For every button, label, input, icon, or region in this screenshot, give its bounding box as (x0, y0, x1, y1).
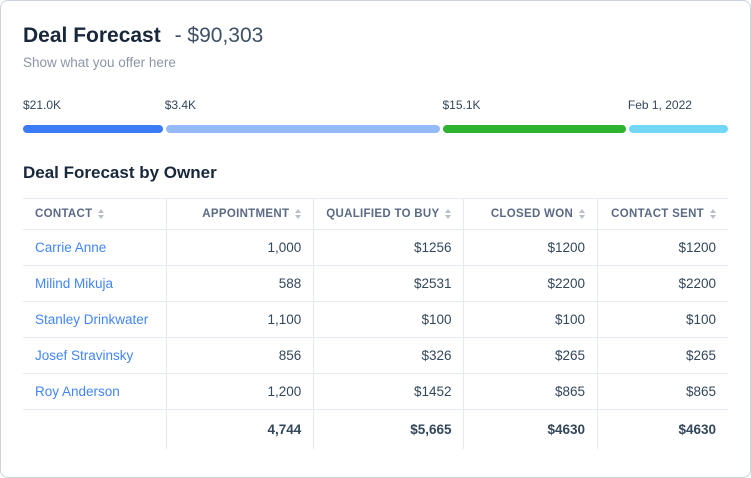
cell-closed-won: $1200 (463, 229, 599, 266)
cell-qualified: $1452 (313, 373, 465, 410)
cell-appointment: 1,000 (166, 229, 315, 266)
column-label: QUALIFIED TO BUY (326, 208, 440, 220)
progress-label-3: $15.1K (442, 98, 481, 112)
cell-qualified: $1256 (313, 229, 465, 266)
column-label: CLOSED WON (490, 208, 574, 220)
total-appointment: 4,744 (166, 409, 315, 449)
cell-contact-sent: $1200 (597, 229, 728, 266)
cell-contact: Milind Mikuja (23, 265, 167, 302)
column-header-closed-won[interactable]: CLOSED WON (463, 198, 599, 230)
column-header-appointment[interactable]: APPOINTMENT (166, 198, 315, 230)
progress-segment-2 (165, 125, 441, 133)
progress-label-4: Feb 1, 2022 (627, 98, 692, 112)
table-row: Milind Mikuja 588 $2531 $2200 $2200 (23, 265, 728, 302)
progress-bar (23, 125, 728, 133)
total-qualified: $5,665 (313, 409, 465, 449)
sort-icon[interactable] (579, 208, 586, 219)
column-label: CONTACT SENT (611, 208, 704, 220)
report-subtitle: Show what you offer here (23, 55, 176, 70)
progress-label-1: $21.0K (23, 98, 62, 112)
table-footer-row: 4,744 $5,665 $4630 $4630 (23, 409, 728, 449)
cell-contact-sent: $265 (597, 337, 728, 374)
cell-closed-won: $100 (463, 301, 599, 338)
column-header-contact-sent[interactable]: CONTACT SENT (597, 198, 728, 230)
cell-qualified: $2531 (313, 265, 465, 302)
table-row: Carrie Anne 1,000 $1256 $1200 $1200 (23, 229, 728, 266)
cell-appointment: 1,200 (166, 373, 315, 410)
table-row: Roy Anderson 1,200 $1452 $865 $865 (23, 373, 728, 410)
sort-icon[interactable] (98, 208, 105, 219)
sort-icon[interactable] (710, 208, 716, 219)
total-closed-won: $4630 (463, 409, 599, 449)
contact-link[interactable]: Josef Stravinsky (35, 348, 134, 363)
cell-contact: Carrie Anne (23, 229, 167, 266)
cell-qualified: $326 (313, 337, 465, 374)
forecast-amount: - $90,303 (174, 24, 264, 47)
contact-link[interactable]: Roy Anderson (35, 384, 120, 399)
contact-link[interactable]: Stanley Drinkwater (35, 312, 149, 327)
cell-contact-sent: $865 (597, 373, 728, 410)
cell-contact: Josef Stravinsky (23, 337, 167, 374)
column-header-contact[interactable]: CONTACT (23, 198, 167, 230)
contact-link[interactable]: Milind Mikuja (35, 276, 114, 291)
page-title: Deal Forecast - $90,303 (23, 23, 728, 49)
table-body: Carrie Anne 1,000 $1256 $1200 $1200 Milind Mi… (23, 229, 728, 410)
progress-segment-4 (629, 125, 728, 133)
cell-appointment: 588 (166, 265, 315, 302)
column-header-qualified[interactable]: QUALIFIED TO BUY (313, 198, 465, 230)
progress-label-2: $3.4K (164, 98, 197, 112)
cell-contact: Stanley Drinkwater (23, 301, 167, 338)
total-contact-sent: $4630 (678, 422, 716, 437)
cell-contact: Roy Anderson (23, 373, 167, 410)
cell-closed-won: $865 (463, 373, 599, 410)
table-row: Stanley Drinkwater 1,100 $100 $100 $100 (23, 301, 728, 338)
cell-closed-won: $2200 (463, 265, 599, 302)
cell-total-empty (23, 409, 167, 449)
table-title: Deal Forecast by Owner (23, 163, 217, 182)
sort-icon[interactable] (295, 208, 302, 219)
deal-forecast-table: CONTACT APPOINTMENT QUALIFIED TO BUY CLOSED… (23, 198, 728, 449)
progress-labels: $21.0K $3.4K $15.1K Feb 1, 2022 (23, 98, 728, 114)
cell-qualified: $100 (313, 301, 465, 338)
cell-appointment: 856 (166, 337, 315, 374)
cell-appointment: 1,100 (166, 301, 315, 338)
table-row: Josef Stravinsky 856 $326 $265 $265 (23, 337, 728, 374)
sort-icon[interactable] (445, 208, 452, 219)
cell-closed-won: $265 (463, 337, 599, 374)
table-header-row: CONTACT APPOINTMENT QUALIFIED TO BUY CLOSED… (23, 198, 728, 230)
contact-link[interactable]: Carrie Anne (35, 240, 107, 255)
progress-segment-1 (23, 125, 163, 133)
pipeline-progress: $21.0K $3.4K $15.1K Feb 1, 2022 (23, 98, 728, 133)
cell-contact-sent: $100 (597, 301, 728, 338)
column-label: CONTACT (35, 208, 93, 220)
progress-segment-3 (443, 125, 627, 133)
report-title: Deal Forecast (23, 24, 161, 47)
cell-contact-sent: $2200 (597, 265, 728, 302)
column-label: APPOINTMENT (202, 208, 290, 220)
